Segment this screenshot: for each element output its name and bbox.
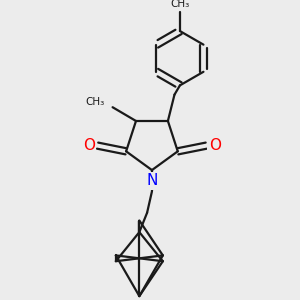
Text: CH₃: CH₃ [170, 0, 190, 9]
Text: O: O [209, 138, 221, 153]
Text: CH₃: CH₃ [85, 98, 105, 107]
Text: N: N [146, 173, 158, 188]
Text: O: O [83, 138, 95, 153]
